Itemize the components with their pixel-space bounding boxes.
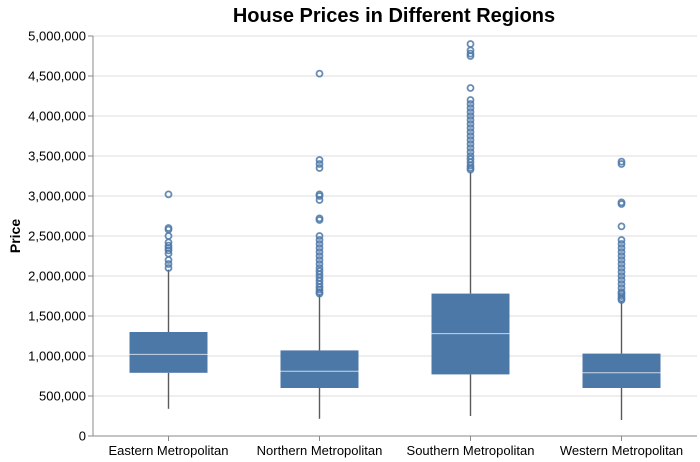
outlier-point: [466, 152, 475, 160]
outlier-point: [466, 100, 475, 108]
outlier-point: [315, 156, 324, 164]
y-tick-label: 5,000,000: [28, 29, 86, 44]
y-tick-label: 3,000,000: [28, 189, 86, 204]
y-tick-label: 2,000,000: [28, 269, 86, 284]
outlier-point: [617, 157, 626, 166]
outlier-point: [617, 248, 626, 256]
x-axis-ticks: Eastern Metropolitan Northern Metropolita…: [109, 436, 683, 458]
outlier-point: [617, 280, 626, 288]
y-tick-label: 4,000,000: [28, 109, 86, 124]
outlier-point: [315, 160, 324, 168]
outlier-point: [466, 132, 475, 140]
outlier-point: [466, 124, 475, 132]
outlier-point: [466, 104, 475, 112]
outlier-point: [466, 49, 475, 58]
y-tick-label: 4,500,000: [28, 69, 86, 84]
outlier-point: [617, 268, 626, 276]
outlier-point: [617, 260, 626, 268]
outlier-point: [617, 240, 626, 248]
outlier-point: [315, 252, 324, 260]
x-tick-label: Western Metropolitan: [560, 443, 683, 458]
outlier-point: [466, 116, 475, 124]
outlier-point: [315, 260, 324, 268]
outlier-point: [315, 236, 324, 244]
iqr-box: [582, 353, 661, 388]
y-tick-label: 500,000: [39, 389, 86, 404]
outlier-point: [617, 236, 626, 244]
outlier-point: [315, 267, 324, 276]
outlier-point: [466, 136, 475, 144]
y-tick-label: 1,500,000: [28, 309, 86, 324]
outlier-point: [466, 120, 475, 128]
outlier-point: [315, 69, 324, 78]
outlier-point: [617, 284, 626, 292]
outliers: [164, 40, 626, 304]
boxes: [129, 172, 661, 420]
chart-title: House Prices in Different Regions: [233, 5, 555, 27]
y-axis-ticks: 0 500,000 1,000,000 1,500,000 2,000,000 2,500…: [28, 29, 93, 444]
outlier-point: [466, 96, 475, 104]
y-axis-label: Price: [7, 219, 23, 253]
outlier-point: [315, 244, 324, 252]
x-tick-label: Southern Metropolitan: [407, 443, 535, 458]
outlier-point: [466, 155, 475, 164]
outlier-point: [466, 144, 475, 152]
x-tick-label: Eastern Metropolitan: [109, 443, 229, 458]
outlier-point: [617, 244, 626, 252]
outlier-point: [617, 222, 626, 231]
y-tick-label: 2,500,000: [28, 229, 86, 244]
outlier-point: [315, 240, 324, 248]
outlier-point: [315, 256, 324, 264]
outlier-point: [315, 214, 324, 223]
outlier-point: [164, 224, 173, 232]
outlier-point: [315, 190, 324, 199]
outlier-point: [164, 260, 173, 268]
outlier-point: [617, 264, 626, 272]
outlier-point: [466, 108, 475, 116]
outlier-point: [164, 241, 173, 250]
outlier-point: [466, 84, 475, 92]
outlier-point: [315, 248, 324, 256]
outlier-point: [617, 272, 626, 280]
outlier-point: [617, 276, 626, 284]
outlier-point: [164, 256, 173, 264]
outlier-point: [315, 164, 324, 172]
outlier-point: [466, 128, 475, 136]
y-tick-label: 1,000,000: [28, 349, 86, 364]
iqr-box: [280, 350, 359, 388]
outlier-point: [466, 40, 475, 48]
y-tick-label: 0: [79, 429, 86, 444]
outlier-point: [617, 288, 626, 296]
outlier-point: [466, 112, 475, 120]
outlier-point: [466, 140, 475, 148]
outlier-point: [617, 198, 626, 207]
outlier-point: [617, 256, 626, 264]
outlier-point: [617, 252, 626, 260]
y-tick-label: 3,500,000: [28, 149, 86, 164]
outlier-point: [164, 190, 173, 199]
x-tick-label: Northern Metropolitan: [257, 443, 383, 458]
iqr-box: [129, 332, 208, 373]
outlier-point: [315, 264, 324, 272]
outlier-point: [164, 264, 173, 272]
outlier-point: [315, 232, 324, 240]
outlier-point: [466, 148, 475, 156]
